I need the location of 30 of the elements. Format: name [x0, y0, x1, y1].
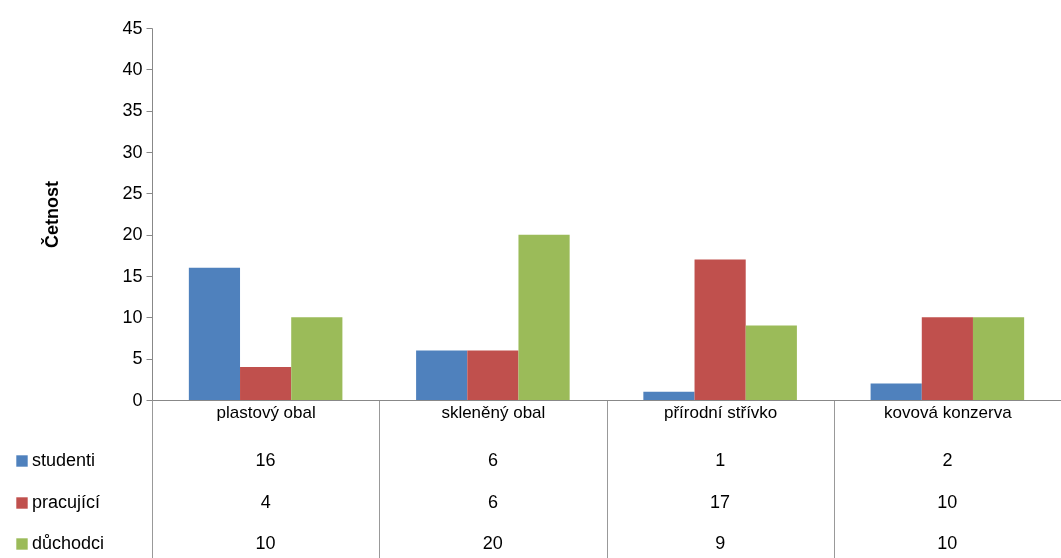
data-label: 20 [482, 533, 503, 553]
data-label: 9 [715, 533, 726, 553]
y-tick-label: 10 [122, 306, 143, 327]
y-tick-label: 15 [122, 265, 143, 286]
data-label: 17 [710, 492, 731, 512]
y-axis-title: Četnost [41, 181, 63, 248]
data-label: 6 [487, 492, 498, 512]
data-label: 4 [260, 492, 271, 512]
x-tick-label: skleněný obal [441, 402, 546, 422]
y-tick-label: 30 [122, 141, 143, 162]
data-label: 6 [487, 450, 498, 470]
x-tick-label: plastový obal [216, 402, 316, 422]
data-label: 10 [937, 533, 958, 553]
legend-label: pracující [32, 492, 101, 512]
y-tick-label: 35 [122, 100, 143, 121]
y-tick-label: 25 [122, 182, 143, 203]
legend-label: studenti [32, 450, 96, 470]
y-tick-label: 20 [122, 224, 143, 245]
data-label: 2 [942, 450, 953, 470]
legend-label: důchodci [32, 533, 105, 553]
y-tick-label: 0 [132, 389, 143, 410]
y-tick-label: 45 [122, 17, 143, 38]
x-tick-label: přírodní střívko [663, 402, 778, 422]
x-tick-label: kovová konzerva [884, 402, 1013, 422]
data-label: 10 [937, 492, 958, 512]
data-label: 16 [255, 450, 276, 470]
data-label: 10 [255, 533, 276, 553]
y-tick-label: 5 [132, 348, 143, 369]
data-label: 1 [715, 450, 726, 470]
y-tick-label: 40 [122, 58, 143, 79]
